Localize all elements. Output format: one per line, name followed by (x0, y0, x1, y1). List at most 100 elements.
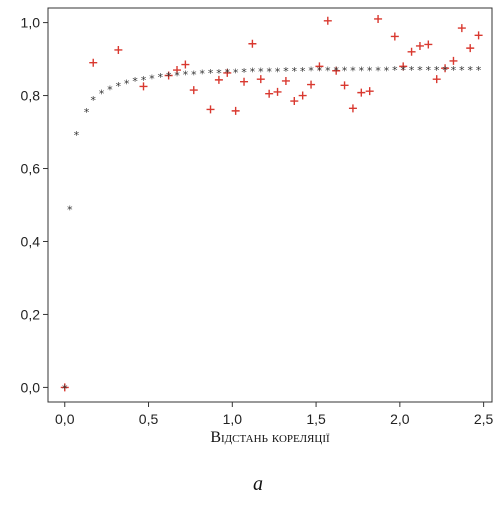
empirical-point (206, 105, 215, 114)
model-point: * (123, 77, 130, 90)
model-point: * (467, 64, 474, 77)
empirical-point (441, 64, 450, 73)
model-point: * (165, 70, 172, 83)
model-point: * (283, 65, 290, 78)
model-point: * (241, 66, 248, 79)
empirical-point (332, 66, 341, 75)
model-point: * (190, 68, 197, 81)
empirical-point (248, 39, 257, 48)
empirical-point (265, 89, 274, 98)
model-point: * (182, 69, 189, 82)
model-point: * (232, 66, 239, 79)
model-point: * (224, 66, 231, 79)
model-point: * (291, 65, 298, 78)
model-point: * (366, 64, 373, 77)
empirical-point (60, 383, 69, 392)
model-point: * (299, 65, 306, 78)
empirical-point (457, 24, 466, 33)
empirical-point (240, 77, 249, 86)
empirical-point (323, 16, 332, 25)
empirical-point (307, 80, 316, 89)
empirical-point (390, 32, 399, 41)
y-tick-label: 0,6 (21, 161, 41, 177)
model-point: * (157, 71, 164, 84)
model-points: ****** * * * * * * * * * * * * * * * * * * * * * * * * * * * * * * * * * *… (61, 64, 481, 395)
model-point: * (274, 65, 281, 78)
model-point: * (83, 106, 90, 119)
empirical-point (256, 75, 265, 84)
x-tick-label: 1,0 (223, 411, 243, 427)
model-point: * (408, 64, 415, 77)
empirical-point (399, 62, 408, 71)
model-point: * (383, 64, 390, 77)
empirical-point (466, 44, 475, 53)
empirical-point (474, 31, 483, 40)
empirical-point (114, 45, 123, 54)
x-axis: 0,0 0,5 1,0 1,5 2,0 2,5 (55, 402, 494, 427)
empirical-point (181, 60, 190, 69)
model-point: * (450, 64, 457, 77)
model-point: * (115, 80, 122, 93)
empirical-point (189, 86, 198, 95)
model-point: * (107, 83, 114, 96)
model-point: * (400, 64, 407, 77)
x-axis-label: Відстань кореляції (210, 429, 330, 446)
model-point: * (257, 66, 264, 79)
model-point: * (350, 64, 357, 77)
empirical-point (407, 47, 416, 56)
x-tick-label: 2,0 (390, 411, 410, 427)
empirical-point (139, 82, 148, 91)
model-point: * (73, 129, 80, 142)
model-point: * (90, 94, 97, 107)
empirical-point (214, 75, 223, 84)
plot-frame (47, 7, 493, 403)
model-point: * (341, 64, 348, 77)
x-tick-label: 1,5 (306, 411, 326, 427)
model-point: * (425, 64, 432, 77)
empirical-point (340, 81, 349, 90)
model-point: * (66, 204, 73, 217)
x-tick-label: 0,5 (139, 411, 159, 427)
empirical-point (281, 76, 290, 85)
y-axis: 0,0 0,2 0,4 0,6 0,8 1,0 (21, 15, 48, 395)
empirical-point (223, 68, 232, 77)
empirical-point (273, 87, 282, 96)
model-point: * (266, 65, 273, 78)
model-point: * (316, 65, 323, 78)
x-tick-label: 2,5 (474, 411, 494, 427)
empirical-point (449, 56, 458, 65)
model-point: * (140, 74, 147, 87)
empirical-point (365, 87, 374, 96)
model-point: * (216, 67, 223, 80)
y-tick-label: 0,2 (21, 306, 41, 322)
model-point: * (475, 64, 482, 77)
model-point: * (207, 67, 214, 80)
empirical-point (357, 88, 366, 97)
model-point: * (392, 64, 399, 77)
model-point: * (375, 64, 382, 77)
model-point: * (174, 69, 181, 82)
model-point: * (358, 64, 365, 77)
model-point: * (149, 72, 156, 85)
model-point: * (324, 65, 331, 78)
x-tick-label: 0,0 (55, 411, 75, 427)
model-point: * (61, 382, 68, 395)
empirical-point (315, 62, 324, 71)
model-point: * (459, 64, 466, 77)
figure-caption: a (253, 473, 263, 495)
empirical-point (415, 41, 424, 50)
y-tick-label: 1,0 (21, 15, 41, 31)
model-point: * (132, 75, 139, 88)
empirical-point (290, 97, 299, 106)
empirical-point (374, 14, 383, 23)
empirical-point (348, 104, 357, 113)
empirical-point (89, 58, 98, 67)
y-tick-label: 0,4 (21, 233, 41, 249)
empirical-point (173, 66, 182, 75)
empirical-point (424, 40, 433, 49)
y-tick-label: 0,8 (21, 88, 41, 104)
model-point: * (442, 64, 449, 77)
model-point: * (308, 65, 315, 78)
empirical-point (231, 106, 240, 115)
